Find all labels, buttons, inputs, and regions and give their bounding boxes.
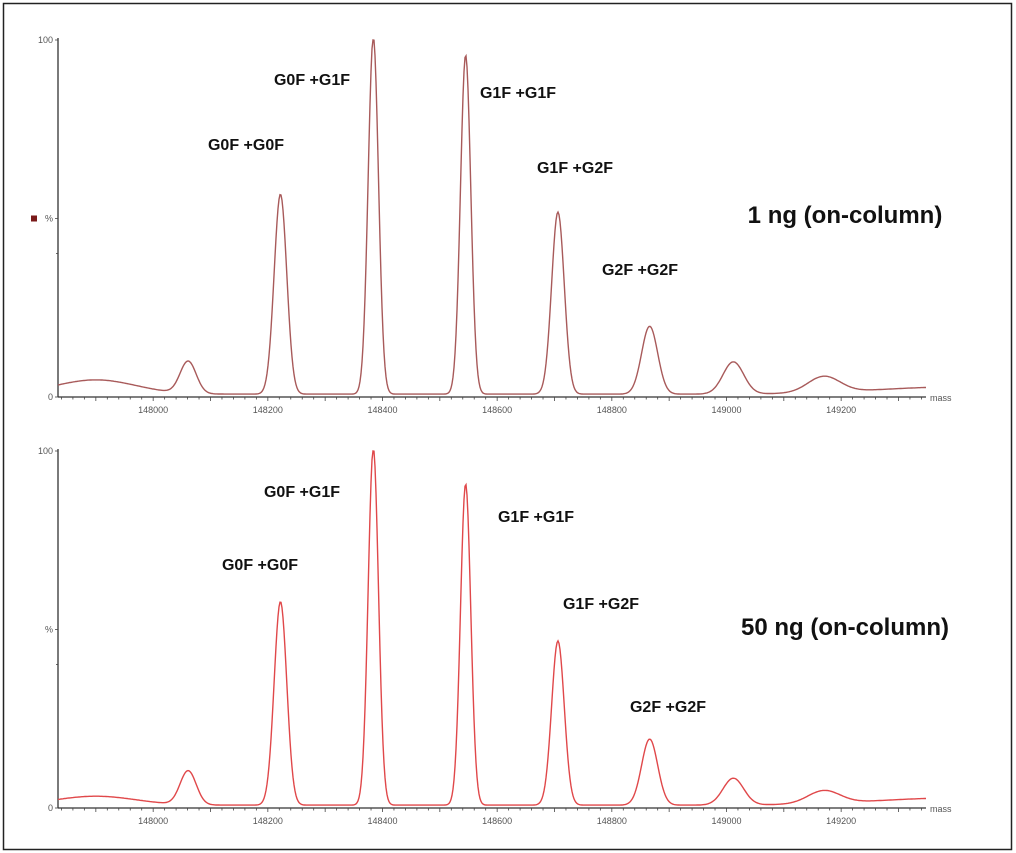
x-tick-label: 149000 — [711, 405, 741, 415]
condition-label: 50 ng (on-column) — [741, 614, 949, 641]
y-axis-label: % — [45, 214, 53, 224]
x-tick-label: 148000 — [138, 405, 168, 415]
peak-label: G0F +G1F — [264, 484, 340, 501]
y-tick-label: 100 — [38, 446, 53, 456]
x-tick-label: 149200 — [826, 816, 856, 826]
peak-label: G0F +G0F — [208, 137, 284, 154]
x-tick-label: 148200 — [253, 816, 283, 826]
x-tick-label: 148800 — [597, 816, 627, 826]
x-tick-label: 148800 — [597, 405, 627, 415]
y-tick-label: 0 — [48, 392, 53, 402]
chart-panel-1: 148000 148200 148400 148600 148800 149000 1492… — [31, 35, 952, 415]
peak-label: G2F +G2F — [602, 262, 678, 279]
peak-label: G2F +G2F — [630, 699, 706, 716]
x-tick-label: 148600 — [482, 405, 512, 415]
y-tick-label: 0 — [48, 803, 53, 813]
spectrum-line — [57, 450, 926, 806]
x-axis-label: mass — [930, 804, 952, 814]
chart-panel-2: 148000 148200 148400 148600 148800 149000 1492… — [38, 446, 952, 826]
y-tick-label: 100 — [38, 35, 53, 45]
x-tick-label: 148400 — [367, 405, 397, 415]
x-tick-label: 148400 — [367, 816, 397, 826]
x-tick-label: 148200 — [253, 405, 283, 415]
x-tick-label: 148600 — [482, 816, 512, 826]
peak-label: G0F +G1F — [274, 72, 350, 89]
peak-label: G1F +G1F — [480, 85, 556, 102]
x-tick-label: 149200 — [826, 405, 856, 415]
condition-label: 1 ng (on-column) — [748, 202, 943, 229]
x-axis-label: mass — [930, 393, 952, 403]
peak-label: G1F +G2F — [537, 160, 613, 177]
x-tick-label: 149000 — [711, 816, 741, 826]
y-axis-label: % — [45, 625, 53, 635]
x-tick-label: 148000 — [138, 816, 168, 826]
spectrum-line — [57, 39, 926, 395]
peak-label: G1F +G2F — [563, 596, 639, 613]
series-marker — [31, 215, 37, 222]
peak-label: G0F +G0F — [222, 557, 298, 574]
peak-label: G1F +G1F — [498, 509, 574, 526]
